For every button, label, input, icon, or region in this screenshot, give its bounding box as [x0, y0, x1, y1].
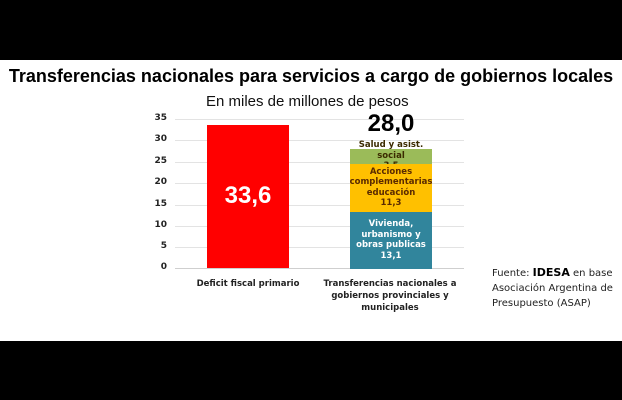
x-category-label-2: Transferencias nacionales a gobiernos pr… [320, 278, 460, 314]
source-line: Presupuesto (ASAP) [492, 298, 591, 309]
segment-educacion-name: complementarias [349, 177, 433, 188]
segment-vivienda-value: 13,1 [380, 250, 402, 261]
segment-salud-name: Salud y asist. social [358, 140, 424, 161]
stack-total-label: 28,0 [367, 110, 415, 137]
segment-vivienda-name: urbanismo y [361, 229, 421, 240]
x-label-line: Transferencias nacionales a [323, 279, 457, 289]
segment-educacion-name: educación [366, 187, 416, 198]
x-label-line: municipales [361, 303, 419, 313]
source-prefix: Fuente: [492, 268, 533, 279]
segment-vivienda-name: obras publicas [356, 240, 426, 251]
ytick: 25 [154, 155, 167, 166]
ytick: 15 [154, 198, 167, 209]
ytick: 0 [160, 262, 167, 272]
chart-subtitle: En miles de millones de pesos [206, 93, 409, 110]
segment-vivienda-name: Vivienda, [368, 219, 414, 230]
ytick: 10 [154, 220, 167, 230]
segment-educacion-value: 11,3 [380, 198, 402, 209]
x-label-line: gobiernos provinciales y [331, 291, 449, 301]
plot-area: 35 30 25 20 15 10 5 0 33,6 28,0 Salud y … [154, 110, 464, 272]
gridline-25 [175, 161, 464, 163]
x-category-label-1: Deficit fiscal primario [196, 279, 300, 289]
segment-vivienda: Vivienda, urbanismo y obras publicas 13,… [350, 212, 432, 269]
source-note: Fuente: IDESA en base Asociación Argenti… [492, 265, 613, 311]
bar-transferencias: Salud y asist. social 3,5 Acciones compl… [349, 140, 433, 269]
gridline-10 [175, 226, 464, 227]
bar-deficit: 33,6 [207, 124, 289, 269]
ytick: 20 [154, 177, 167, 188]
segment-educacion: Acciones complementarias educación 11,3 [349, 163, 433, 213]
gridline-30 [175, 140, 464, 142]
segment-educacion-name: Acciones [369, 166, 413, 177]
ytick: 5 [160, 241, 167, 252]
bar-deficit-value: 33,6 [224, 181, 272, 209]
gridline-5 [175, 247, 464, 249]
x-axis [175, 268, 464, 269]
source-line: Asociación Argentina de [492, 283, 613, 294]
source-suffix: en base [569, 268, 613, 279]
gridline-15 [175, 204, 464, 206]
ytick: 35 [154, 113, 167, 123]
gridline-35 [175, 119, 464, 120]
chart-title: Transferencias nacionales para servicios… [8, 66, 614, 86]
gridline-20 [175, 183, 464, 185]
segment-salud: Salud y asist. social 3,5 [350, 140, 432, 171]
source-brand: IDESA [532, 266, 570, 279]
chart-panel: Transferencias nacionales para servicios… [0, 60, 622, 341]
ytick: 30 [154, 134, 167, 145]
